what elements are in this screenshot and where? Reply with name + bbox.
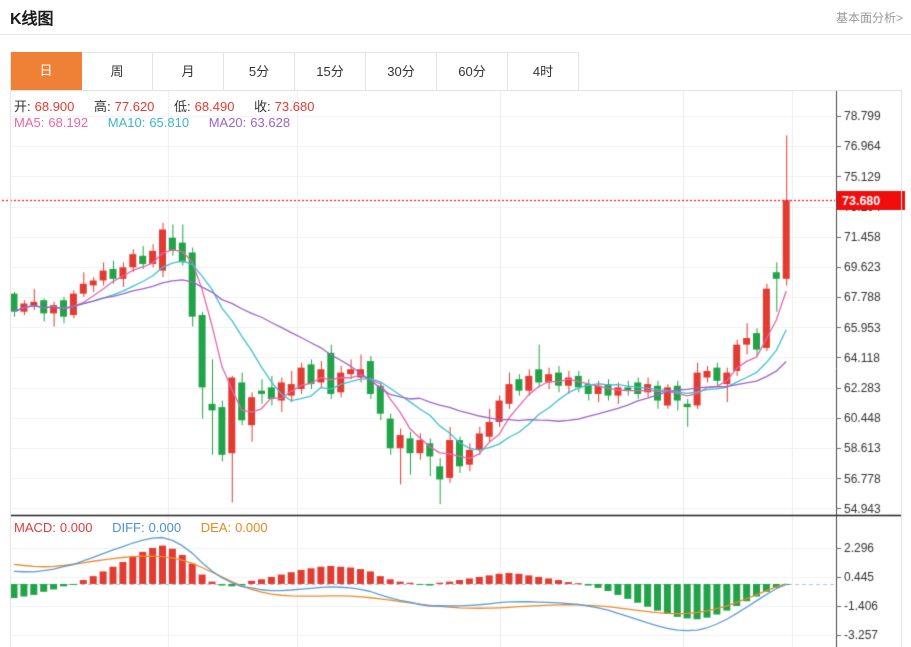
- fundamental-analysis-link[interactable]: 基本面分析>: [835, 11, 903, 25]
- period-tabbar: 日 周 月 5分 15分 30分 60分 4时: [10, 52, 579, 90]
- diff-value: 0.000: [148, 520, 182, 535]
- high-value: 77.620: [114, 99, 155, 114]
- dea-label: DEA:: [200, 520, 232, 535]
- tab-15min[interactable]: 15分: [295, 53, 366, 90]
- ma5-label: MA5:: [14, 115, 45, 130]
- open-label: 开:: [14, 99, 31, 114]
- ma20-value: 63.628: [250, 115, 291, 130]
- header-divider: [0, 34, 911, 35]
- tab-30min[interactable]: 30分: [366, 53, 437, 90]
- ma-legend: MA5: 68.192 MA10: 65.810 MA20: 63.628: [14, 115, 294, 130]
- open-value: 68.900: [34, 99, 75, 114]
- tab-day[interactable]: 日: [11, 52, 82, 90]
- macd-value: 0.000: [59, 520, 93, 535]
- tab-month[interactable]: 月: [153, 53, 224, 90]
- tab-5min[interactable]: 5分: [224, 53, 295, 90]
- ma20-label: MA20:: [208, 115, 247, 130]
- low-value: 68.490: [194, 99, 235, 114]
- close-label: 收:: [254, 99, 271, 114]
- diff-label: DIFF:: [112, 520, 145, 535]
- low-label: 低:: [174, 99, 191, 114]
- dea-value: 0.000: [235, 520, 268, 535]
- tab-60min[interactable]: 60分: [437, 53, 508, 90]
- tab-week[interactable]: 周: [82, 53, 153, 90]
- ma10-value: 65.810: [149, 115, 190, 130]
- close-value: 73.680: [274, 99, 315, 114]
- page-title: K线图: [10, 11, 54, 28]
- ma5-value: 68.192: [48, 115, 89, 130]
- macd-label: MACD:: [14, 520, 56, 535]
- macd-legend: MACD: 0.000 DIFF: 0.000 DEA: 0.000: [14, 520, 272, 535]
- tab-4hour[interactable]: 4时: [508, 53, 579, 90]
- ohlc-legend: 开: 68.900 高: 77.620 低: 68.490 收: 73.680: [14, 96, 318, 115]
- high-label: 高:: [94, 99, 111, 114]
- kline-chart-canvas[interactable]: [0, 90, 911, 647]
- ma10-label: MA10:: [107, 115, 146, 130]
